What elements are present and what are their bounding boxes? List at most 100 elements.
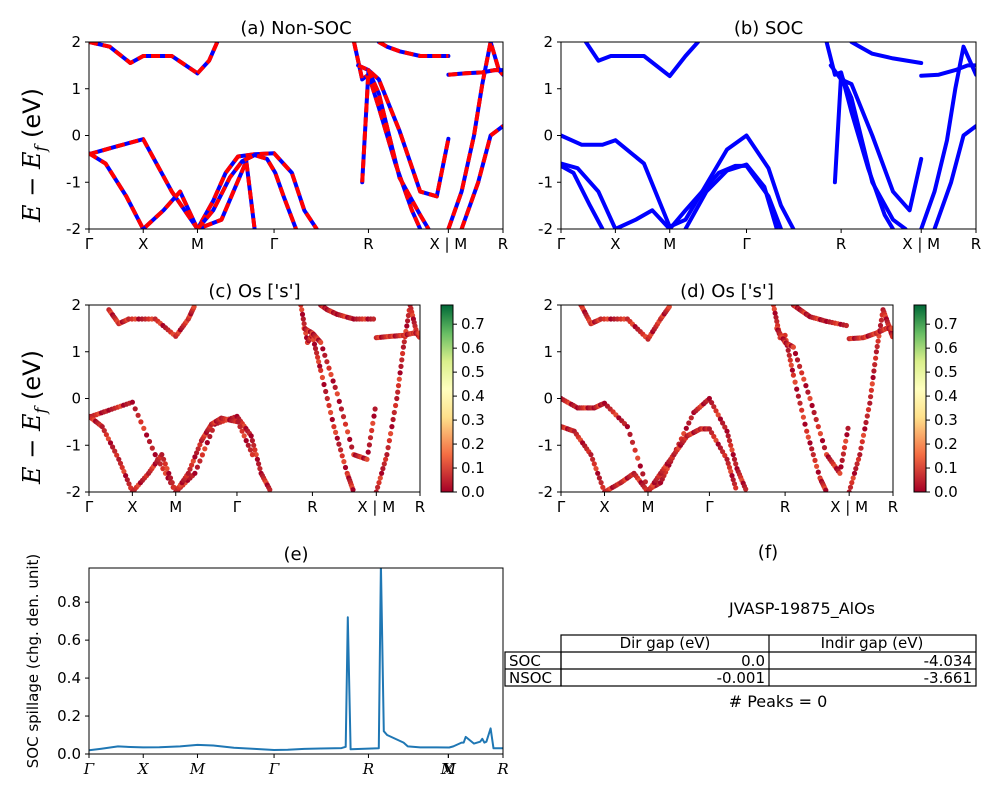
band-point	[152, 452, 158, 458]
band-point	[376, 480, 382, 486]
x-tick-label: Γ	[705, 498, 714, 516]
band-point	[395, 389, 401, 395]
band-point	[627, 431, 633, 437]
panel-f: (f) JVASP-19875_AlOs Dir gap (eV) Indir …	[504, 542, 977, 711]
x-tick-label: Γ	[85, 498, 94, 516]
band-point	[298, 305, 304, 308]
gap-table-cell: -4.034	[924, 652, 972, 670]
gap-table-rowheads	[504, 651, 562, 687]
colorbar-tick-label: 0.7	[461, 315, 485, 333]
x-tick-label: X	[137, 760, 150, 778]
band-point	[600, 484, 606, 490]
band-point	[312, 345, 319, 352]
band-point	[324, 359, 330, 365]
band-point	[840, 451, 847, 457]
x-tick-label: R	[498, 235, 508, 253]
band-point	[635, 455, 641, 461]
band-point	[854, 461, 860, 467]
band-point	[398, 363, 404, 369]
plot-area	[89, 568, 503, 752]
band-point	[805, 434, 811, 440]
gap-table-cell: NSOC	[509, 669, 552, 687]
band-point	[189, 462, 195, 468]
band-point	[383, 456, 389, 462]
x-tick-label: M	[169, 498, 182, 516]
band-point	[726, 438, 733, 444]
band-point	[869, 381, 875, 387]
band-point	[787, 357, 793, 363]
plot-area	[89, 305, 420, 492]
band-point	[715, 441, 721, 447]
band-point	[809, 446, 815, 452]
band-point	[190, 458, 196, 464]
band-point	[790, 344, 797, 350]
band-point	[333, 429, 339, 435]
band-point	[720, 420, 726, 426]
band-point	[709, 400, 715, 406]
band-point	[194, 464, 200, 470]
band-point	[717, 445, 724, 451]
band-point	[124, 477, 130, 483]
band-line-dashed-5	[352, 42, 423, 229]
panel-e-ylabel: SOC spillage (chg. den. unit)	[24, 554, 42, 769]
band-point	[252, 447, 258, 453]
band-point	[366, 442, 372, 448]
band-point	[342, 421, 349, 427]
band-point	[267, 487, 273, 492]
band-point	[161, 456, 167, 462]
gap-table-header: Indir gap (eV)	[821, 634, 924, 652]
band-point	[805, 389, 811, 395]
band-point	[640, 471, 646, 477]
band-point	[717, 416, 724, 422]
band-line-0	[561, 133, 705, 229]
band-point	[730, 452, 736, 458]
band-point	[725, 433, 731, 439]
band-point	[379, 470, 385, 476]
gap-table-header: Dir gap (eV)	[620, 634, 711, 652]
band-point	[683, 425, 689, 431]
band-point	[713, 408, 719, 414]
band-point	[365, 449, 371, 455]
band-point	[328, 409, 334, 416]
colorbar-tick-label: 0.4	[461, 387, 485, 405]
band-point	[713, 437, 719, 443]
x-tick-label: Γ	[85, 235, 94, 253]
band-point	[248, 433, 254, 439]
band-point	[794, 357, 801, 363]
band-point	[164, 466, 170, 472]
band-point	[731, 481, 738, 487]
band-point	[384, 452, 390, 458]
band-point	[235, 419, 241, 425]
band-point	[792, 350, 799, 357]
colorbar-tick-label: 0.7	[934, 315, 958, 333]
band-point	[299, 307, 305, 313]
band-point	[795, 393, 802, 399]
band-point	[711, 433, 717, 440]
band-point	[347, 436, 353, 442]
band-point	[350, 487, 356, 492]
band-point	[144, 432, 150, 438]
band-point	[117, 460, 124, 466]
panel-title: (a) Non-SOC	[240, 18, 351, 39]
x-tick-label: M	[189, 760, 206, 778]
panel-a-ylabel: E − Ef (eV)	[18, 88, 50, 223]
x-tick-label: X | M	[429, 235, 467, 253]
band-line-dashed-8	[377, 42, 449, 58]
band-point	[688, 415, 694, 421]
band-point	[397, 370, 403, 376]
band-point	[823, 487, 829, 492]
band-point	[807, 440, 813, 446]
band-line-dashed-10	[448, 68, 503, 77]
band-point	[743, 486, 749, 492]
band-point	[396, 376, 402, 382]
band-line-dashed-1	[89, 42, 199, 75]
band-point	[251, 442, 257, 448]
band-line-1	[700, 133, 796, 229]
band-point	[370, 316, 377, 322]
band-point	[875, 338, 881, 344]
colorbar-tick-label: 0.0	[461, 483, 485, 501]
band-line-5	[583, 42, 700, 79]
band-point	[404, 323, 410, 329]
band-point	[598, 480, 604, 486]
band-point	[873, 349, 880, 355]
